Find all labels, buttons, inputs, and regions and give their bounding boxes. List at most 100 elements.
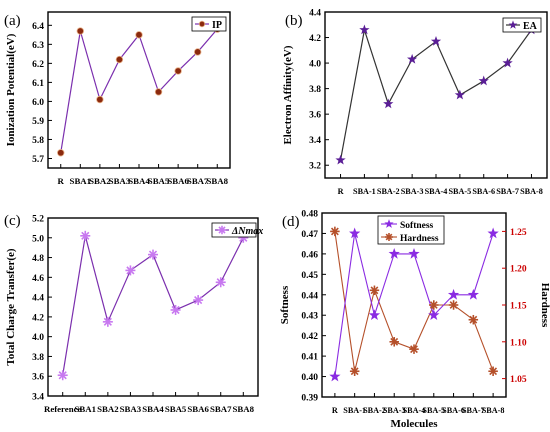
y-tick-label: 4.8 [32, 254, 44, 264]
data-point-softness [368, 309, 381, 321]
x-tick-label: SBA7 [210, 404, 232, 414]
chart-panel-3: (c) 3.4 3.6 3.8 4.0 4.2 4.4 4.6 4.8 5.0 5.2 Referen… [4, 213, 263, 414]
data-point-hardness [409, 344, 419, 354]
data-point-softness [388, 247, 400, 259]
y-tick-label: 5.8 [32, 136, 44, 146]
x-tick-label: SBA-1 [343, 406, 366, 415]
y-tick-label: 6.1 [32, 79, 44, 89]
y-tick-label: 4.2 [32, 313, 44, 323]
x-axis-label: Molecules [390, 418, 438, 430]
y-tick-label: 5.9 [32, 117, 44, 127]
x-tick-label: SBA2 [89, 176, 111, 186]
x-tick-label: SBA8 [233, 404, 255, 414]
y-axis-label: Ionization Potential(eV) [5, 33, 17, 146]
data-point-hardness [369, 285, 380, 296]
data-point-softness [487, 227, 499, 239]
plot-frame [47, 217, 259, 397]
x-tick-label: SBA7 [187, 176, 209, 186]
y-tick-label: 4.2 [309, 34, 321, 44]
data-point [193, 48, 202, 56]
legend-label-hardness: Hardness [400, 234, 439, 244]
chart-panel-2: (b) 3.2 3.4 3.6 3.8 4.0 4.2 4.4 R SBA-1 SBA-2 SBA-3… [282, 9, 548, 196]
y-tick-label: 3.4 [309, 136, 321, 146]
y-right-tick-label: 1.15 [510, 302, 527, 312]
data-point-hardness [488, 366, 498, 376]
x-tick-label: SBA8 [207, 176, 229, 186]
data-point-softness [349, 227, 361, 239]
y-right-tick-label: 1.10 [510, 338, 527, 348]
data-point [193, 295, 204, 306]
y-tick-label: 0.48 [301, 210, 318, 220]
x-tick-label: SBA-5 [422, 406, 445, 415]
legend-box [211, 222, 257, 238]
y-tick-label: 0.47 [301, 230, 318, 240]
series-line-EA [339, 29, 532, 161]
legend-label-softness: Softness [400, 221, 434, 231]
legend-label: IP [212, 20, 222, 31]
y-right-tick-label: 1.25 [510, 228, 527, 238]
y-tick-label: 0.41 [301, 353, 318, 363]
x-tick-label: SBA-4 [403, 406, 426, 415]
legend-marker [198, 20, 206, 28]
data-point-softness [467, 288, 479, 300]
y-tick-label: 4.0 [309, 60, 321, 70]
legend-marker [217, 225, 227, 235]
x-tick-label: SBA5 [148, 176, 170, 186]
y-tick-label: 3.6 [32, 373, 44, 383]
x-tick-label: SBA4 [142, 404, 164, 414]
data-point [478, 75, 489, 86]
data-point [148, 249, 158, 260]
x-tick-label: SBA-6 [472, 187, 495, 196]
chart-panel-4: (d) 0.39 0.40 0.41 0.42 0.43 0.44 0.45 0.46 0.47 0… [279, 210, 550, 431]
data-point-hardness [330, 226, 340, 237]
y-tick-label: 0.40 [301, 373, 318, 383]
y-tick-label: 0.39 [301, 394, 318, 404]
y-tick-label: 4.0 [32, 333, 44, 343]
data-point [76, 27, 85, 35]
y-tick-label: 6.4 [32, 22, 44, 32]
x-tick-label: SBA-2 [363, 406, 386, 415]
data-point [174, 67, 182, 75]
x-tick-label: SBA-8 [520, 187, 543, 196]
data-point [135, 31, 143, 39]
data-point [215, 277, 226, 288]
x-tick-label: SBA6 [187, 404, 209, 414]
data-point [57, 370, 68, 381]
y-tick-label: 4.4 [309, 9, 321, 19]
data-point-hardness [429, 300, 439, 310]
x-tick-label: SBA5 [165, 404, 187, 414]
x-tick-label: SBA-7 [462, 406, 485, 415]
panel-label: (c) [4, 213, 21, 229]
y-tick-label: 0.43 [301, 312, 318, 322]
data-point [407, 53, 418, 64]
y-axis-label: Total Charge Transfer(e) [5, 248, 17, 365]
data-point-hardness [448, 300, 459, 310]
data-point-softness [447, 288, 460, 300]
legend-label: EA [523, 21, 538, 32]
x-tick-label: SBA-6 [442, 406, 465, 415]
y-right-tick-label: 1.05 [510, 375, 527, 385]
data-point-hardness [468, 314, 479, 325]
x-tick-label: SBA6 [167, 176, 189, 186]
x-tick-label: SBA2 [97, 404, 119, 414]
y-tick-label: 4.6 [32, 274, 44, 284]
x-tick-label: SBA4 [128, 176, 150, 186]
data-point [80, 230, 91, 241]
data-point [96, 95, 104, 104]
data-point-softness [408, 247, 420, 259]
x-tick-label: SBA3 [120, 404, 142, 414]
y-tick-label: 4.4 [32, 294, 44, 304]
x-tick-label: SBA-5 [448, 187, 471, 196]
data-point-softness [329, 370, 341, 382]
x-tick-label: SBA-7 [496, 187, 519, 196]
y-tick-label: 3.6 [309, 111, 321, 121]
y-axis-label: Softness [279, 285, 291, 324]
data-point [57, 149, 65, 157]
x-tick-label: R [332, 406, 338, 415]
y-tick-label: 3.8 [309, 85, 321, 95]
data-point [335, 154, 346, 165]
y-tick-label: 6.3 [32, 41, 44, 51]
y-tick-label: 5.7 [32, 155, 44, 165]
y-tick-label: 0.46 [301, 250, 318, 260]
